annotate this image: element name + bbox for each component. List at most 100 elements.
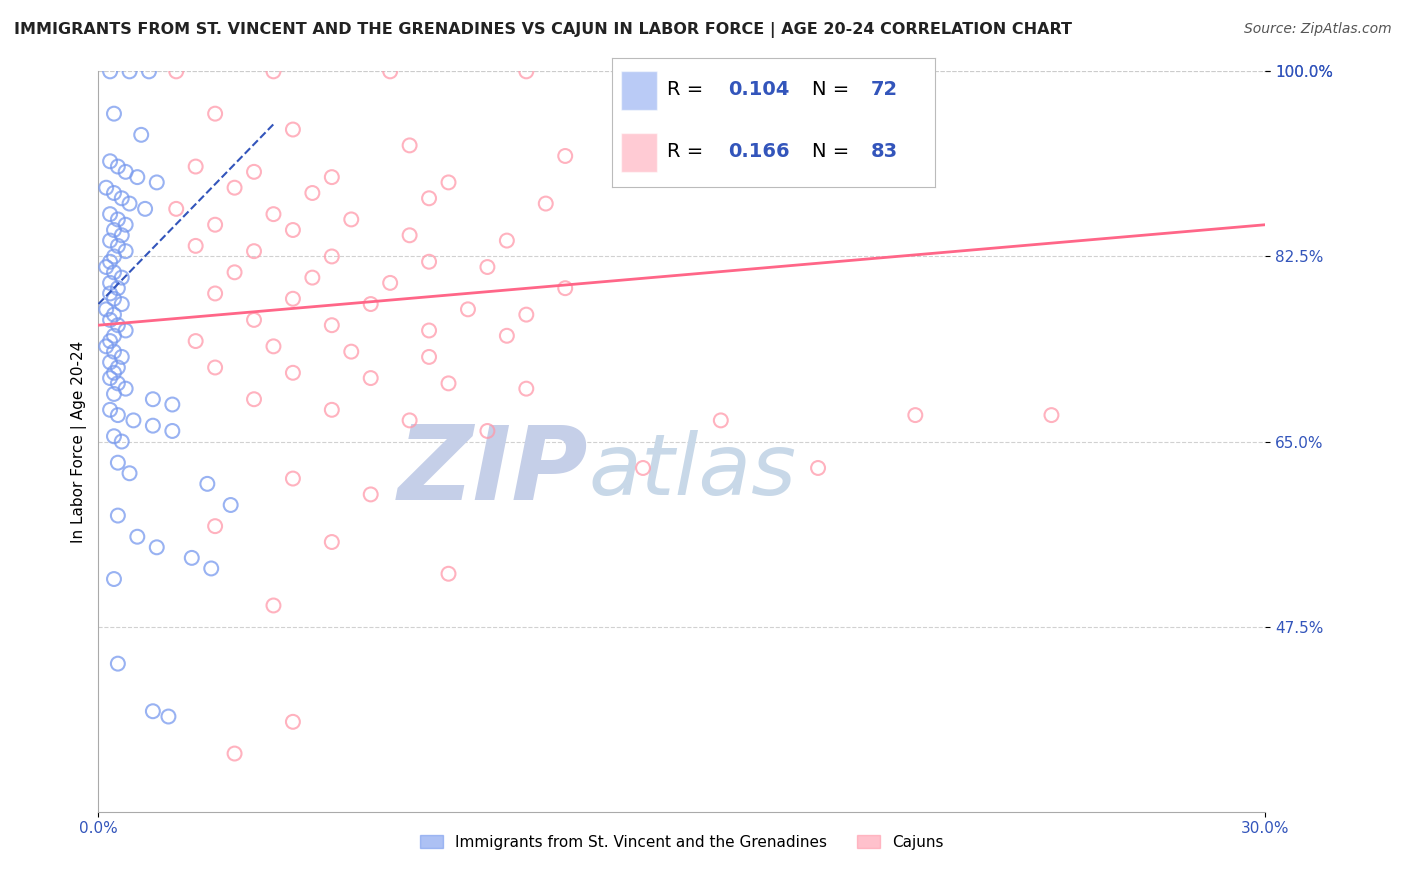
Point: [165, 202, 187, 216]
Point: [157, 709, 180, 723]
Point: [281, 714, 304, 729]
Text: 72: 72: [870, 80, 897, 99]
Point: [107, 456, 129, 470]
Point: [224, 265, 246, 279]
Point: [437, 175, 460, 190]
Point: [111, 270, 134, 285]
Point: [457, 302, 479, 317]
Point: [107, 657, 129, 671]
Point: [98, 334, 121, 348]
Point: [107, 508, 129, 523]
Point: [96, 339, 118, 353]
Point: [710, 413, 733, 427]
Point: [380, 64, 402, 78]
Point: [398, 138, 420, 153]
Point: [122, 413, 145, 427]
Text: R =: R =: [666, 80, 709, 99]
Point: [437, 376, 460, 391]
Point: [360, 297, 382, 311]
Point: [340, 344, 363, 359]
Point: [114, 165, 136, 179]
Text: ZIP: ZIP: [398, 421, 589, 522]
Point: [114, 244, 136, 259]
Point: [398, 228, 420, 243]
Point: [554, 149, 576, 163]
Point: [103, 250, 125, 264]
Point: [114, 218, 136, 232]
Point: [98, 286, 121, 301]
Point: [111, 434, 134, 449]
Point: [418, 254, 440, 268]
Point: [111, 350, 134, 364]
Point: [162, 424, 184, 438]
Point: [103, 328, 125, 343]
Point: [418, 350, 440, 364]
Point: [138, 64, 160, 78]
Point: [107, 281, 129, 295]
Point: [321, 170, 343, 185]
Point: [787, 64, 810, 78]
Point: [281, 292, 304, 306]
Point: [98, 355, 121, 369]
Point: [98, 64, 121, 78]
Point: [96, 302, 118, 317]
Point: [321, 250, 343, 264]
Point: [243, 313, 266, 327]
Point: [243, 244, 266, 259]
Point: [418, 191, 440, 205]
Point: [129, 128, 152, 142]
Point: [96, 180, 118, 194]
Text: 0.104: 0.104: [728, 80, 789, 99]
Point: [98, 371, 121, 385]
Point: [340, 212, 363, 227]
Point: [515, 64, 537, 78]
Point: [301, 186, 323, 200]
Point: [127, 530, 149, 544]
Point: [321, 535, 343, 549]
Point: [114, 382, 136, 396]
Point: [534, 196, 557, 211]
Point: [281, 366, 304, 380]
FancyBboxPatch shape: [621, 133, 657, 172]
Point: [204, 286, 226, 301]
Point: [360, 487, 382, 501]
Point: [127, 170, 149, 185]
Point: [243, 165, 266, 179]
Point: [103, 366, 125, 380]
Point: [631, 461, 654, 475]
Point: [103, 292, 125, 306]
Point: [118, 196, 141, 211]
Point: [243, 392, 266, 407]
Point: [224, 180, 246, 194]
Point: [165, 64, 187, 78]
Point: [301, 270, 323, 285]
Point: [360, 371, 382, 385]
Point: [321, 318, 343, 333]
Point: [262, 64, 284, 78]
Point: [380, 276, 402, 290]
Point: [142, 418, 165, 433]
Y-axis label: In Labor Force | Age 20-24: In Labor Force | Age 20-24: [72, 341, 87, 542]
Point: [437, 566, 460, 581]
Point: [111, 297, 134, 311]
Point: [262, 339, 284, 353]
Point: [281, 471, 304, 485]
Point: [904, 408, 927, 422]
Point: [103, 387, 125, 401]
Point: [111, 228, 134, 243]
Point: [103, 265, 125, 279]
Point: [103, 106, 125, 120]
Point: [496, 328, 519, 343]
Point: [103, 344, 125, 359]
Point: [398, 413, 420, 427]
Point: [142, 392, 165, 407]
Point: [162, 398, 184, 412]
Point: [204, 218, 226, 232]
Point: [98, 207, 121, 221]
Point: [321, 402, 343, 417]
Point: [146, 541, 169, 555]
Point: [118, 64, 141, 78]
Point: [200, 561, 222, 575]
Point: [103, 308, 125, 322]
Point: [98, 254, 121, 268]
